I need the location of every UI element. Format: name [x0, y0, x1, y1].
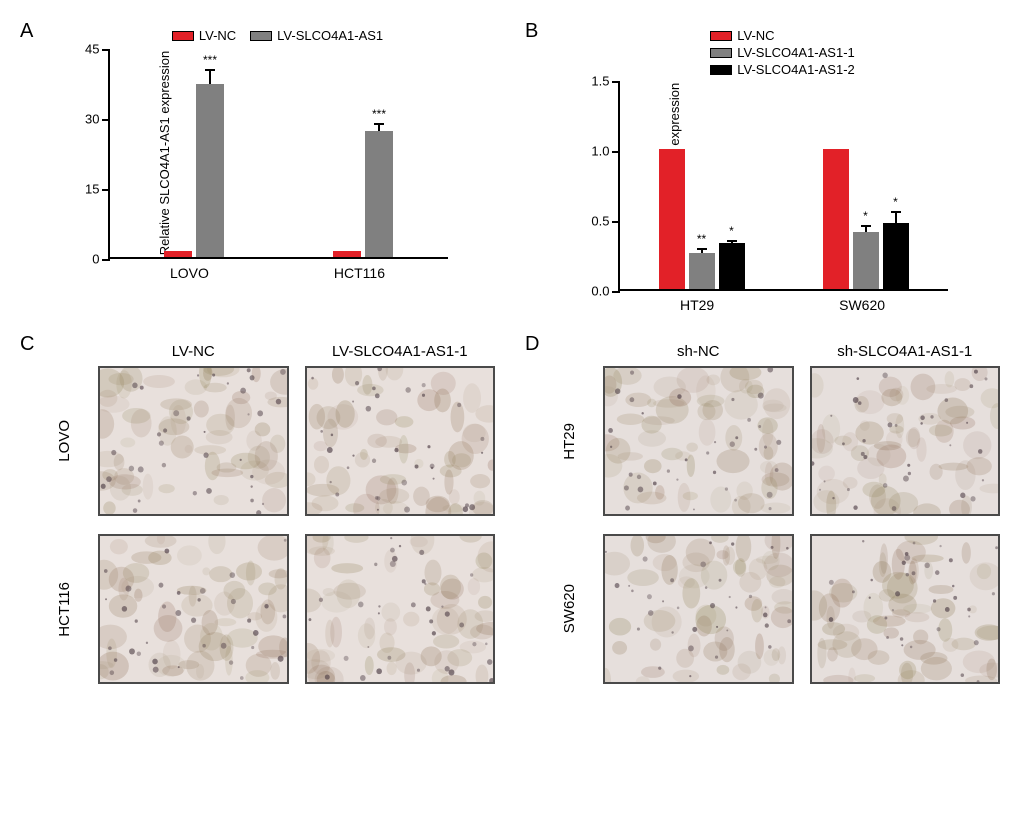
histology-image: [305, 366, 496, 516]
legend-swatch: [710, 31, 732, 41]
figure-grid: A LV-NCLV-SLCO4A1-AS1 Relative SLCO4A1-A…: [20, 20, 1000, 684]
legend-label: LV-SLCO4A1-AS1-2: [737, 62, 855, 77]
significance-label: *: [729, 224, 734, 238]
histology-row-label: HCT116: [56, 582, 82, 637]
panel-c: C LV-NC LV-SLCO4A1-AS1-1 LOVO HCT116: [20, 333, 495, 684]
histology-row: HCT116: [56, 534, 495, 684]
panel-a-chart: Relative SLCO4A1-AS1 expression ****** 0…: [108, 49, 448, 259]
panel-b-legend: LV-NC LV-SLCO4A1-AS1-1 LV-SLCO4A1-AS1-2: [710, 28, 855, 77]
panel-c-headers: LV-NC LV-SLCO4A1-AS1-1: [56, 343, 495, 360]
x-category-label: SW620: [839, 297, 885, 313]
legend-label: LV-SLCO4A1-AS1: [277, 28, 383, 43]
error-bar: [865, 225, 867, 232]
panel-d-col1: sh-SLCO4A1-AS1-1: [810, 343, 1001, 360]
panel-d-label: D: [525, 333, 539, 356]
bar: [164, 251, 192, 257]
panel-c-col0: LV-NC: [98, 343, 289, 360]
panel-a-legend: LV-NC LV-SLCO4A1-AS1: [172, 28, 383, 43]
legend-swatch: [172, 31, 194, 41]
histology-image: [98, 534, 289, 684]
panel-c-col1: LV-SLCO4A1-AS1-1: [305, 343, 496, 360]
panel-d-rows: HT29 SW620: [561, 366, 1000, 684]
error-bar: [378, 123, 380, 131]
legend-label: LV-NC: [199, 28, 236, 43]
panel-d-histo: sh-NC sh-SLCO4A1-AS1-1 HT29 SW620: [561, 343, 1000, 684]
histology-image: [603, 366, 794, 516]
bar: [823, 149, 849, 289]
error-bar: [731, 240, 733, 243]
histology-row: SW620: [561, 534, 1000, 684]
histology-image: [98, 366, 289, 516]
bar-group: ***: [659, 149, 745, 289]
bar: ***: [365, 131, 393, 257]
y-tick-label: 1.0: [591, 144, 619, 159]
legend-swatch: [710, 65, 732, 75]
legend-swatch: [250, 31, 272, 41]
bar: [659, 149, 685, 289]
x-category-label: HCT116: [334, 265, 385, 281]
bar: [333, 251, 361, 257]
panel-a-groups: *** ***: [110, 49, 448, 257]
histology-image: [603, 534, 794, 684]
bar: *: [853, 232, 879, 289]
significance-label: *: [893, 195, 898, 209]
panel-d-col0: sh-NC: [603, 343, 794, 360]
y-tick-label: 0: [92, 252, 109, 267]
y-tick-label: 0.0: [591, 284, 619, 299]
y-tick-label: 15: [85, 182, 109, 197]
legend-item: LV-NC: [710, 28, 855, 43]
bar-group: **: [823, 149, 909, 289]
panel-b-label: B: [525, 20, 538, 43]
error-bar: [895, 211, 897, 224]
panel-a-xlabels: LOVO HCT116: [108, 265, 448, 281]
x-category-label: HT29: [680, 297, 714, 313]
panel-a: A LV-NCLV-SLCO4A1-AS1 Relative SLCO4A1-A…: [20, 20, 495, 313]
significance-label: **: [697, 232, 706, 246]
legend-item: LV-NC: [172, 28, 236, 43]
legend-label: LV-NC: [737, 28, 774, 43]
panel-c-label: C: [20, 333, 34, 356]
histology-image: [810, 534, 1001, 684]
legend-label: LV-SLCO4A1-AS1-1: [737, 45, 855, 60]
panel-b-chart: Relative SLCO4A1-AS1 expression ***** 0.…: [618, 81, 948, 291]
significance-label: ***: [203, 53, 217, 67]
panel-d-headers: sh-NC sh-SLCO4A1-AS1-1: [561, 343, 1000, 360]
bar-group: ***: [333, 131, 393, 257]
panel-b-chartwrap: LV-NCLV-SLCO4A1-AS1-1LV-SLCO4A1-AS1-2 Re…: [565, 28, 1000, 313]
panel-a-chartwrap: LV-NCLV-SLCO4A1-AS1 Relative SLCO4A1-AS1…: [60, 28, 495, 281]
significance-label: *: [863, 209, 868, 223]
histology-row-label: HT29: [561, 423, 587, 460]
legend-swatch: [710, 48, 732, 58]
panel-b: B LV-NCLV-SLCO4A1-AS1-1LV-SLCO4A1-AS1-2 …: [525, 20, 1000, 313]
histology-row-label: LOVO: [56, 420, 82, 462]
histology-image: [810, 366, 1001, 516]
panel-b-xlabels: HT29 SW620: [618, 297, 948, 313]
legend-item: LV-SLCO4A1-AS1-1: [710, 45, 855, 60]
panel-c-histo: LV-NC LV-SLCO4A1-AS1-1 LOVO HCT116: [56, 343, 495, 684]
legend-item: LV-SLCO4A1-AS1-2: [710, 62, 855, 77]
panel-c-rows: LOVO HCT116: [56, 366, 495, 684]
panel-d: D sh-NC sh-SLCO4A1-AS1-1 HT29 SW620: [525, 333, 1000, 684]
x-category-label: LOVO: [170, 265, 209, 281]
error-bar: [701, 248, 703, 252]
histology-row-label: SW620: [561, 584, 587, 633]
histology-row: LOVO: [56, 366, 495, 516]
bar-group: ***: [164, 84, 224, 257]
histology-image: [305, 534, 496, 684]
y-tick-label: 30: [85, 112, 109, 127]
panel-b-groups: *****: [620, 81, 948, 289]
panel-a-label: A: [20, 20, 33, 43]
bar: *: [883, 223, 909, 289]
bar: ***: [196, 84, 224, 257]
bar: **: [689, 253, 715, 289]
error-bar: [209, 69, 211, 84]
bar: *: [719, 243, 745, 289]
significance-label: ***: [372, 107, 386, 121]
y-tick-label: 1.5: [591, 74, 619, 89]
legend-item: LV-SLCO4A1-AS1: [250, 28, 383, 43]
y-tick-label: 0.5: [591, 214, 619, 229]
y-tick-label: 45: [85, 42, 109, 57]
histology-row: HT29: [561, 366, 1000, 516]
